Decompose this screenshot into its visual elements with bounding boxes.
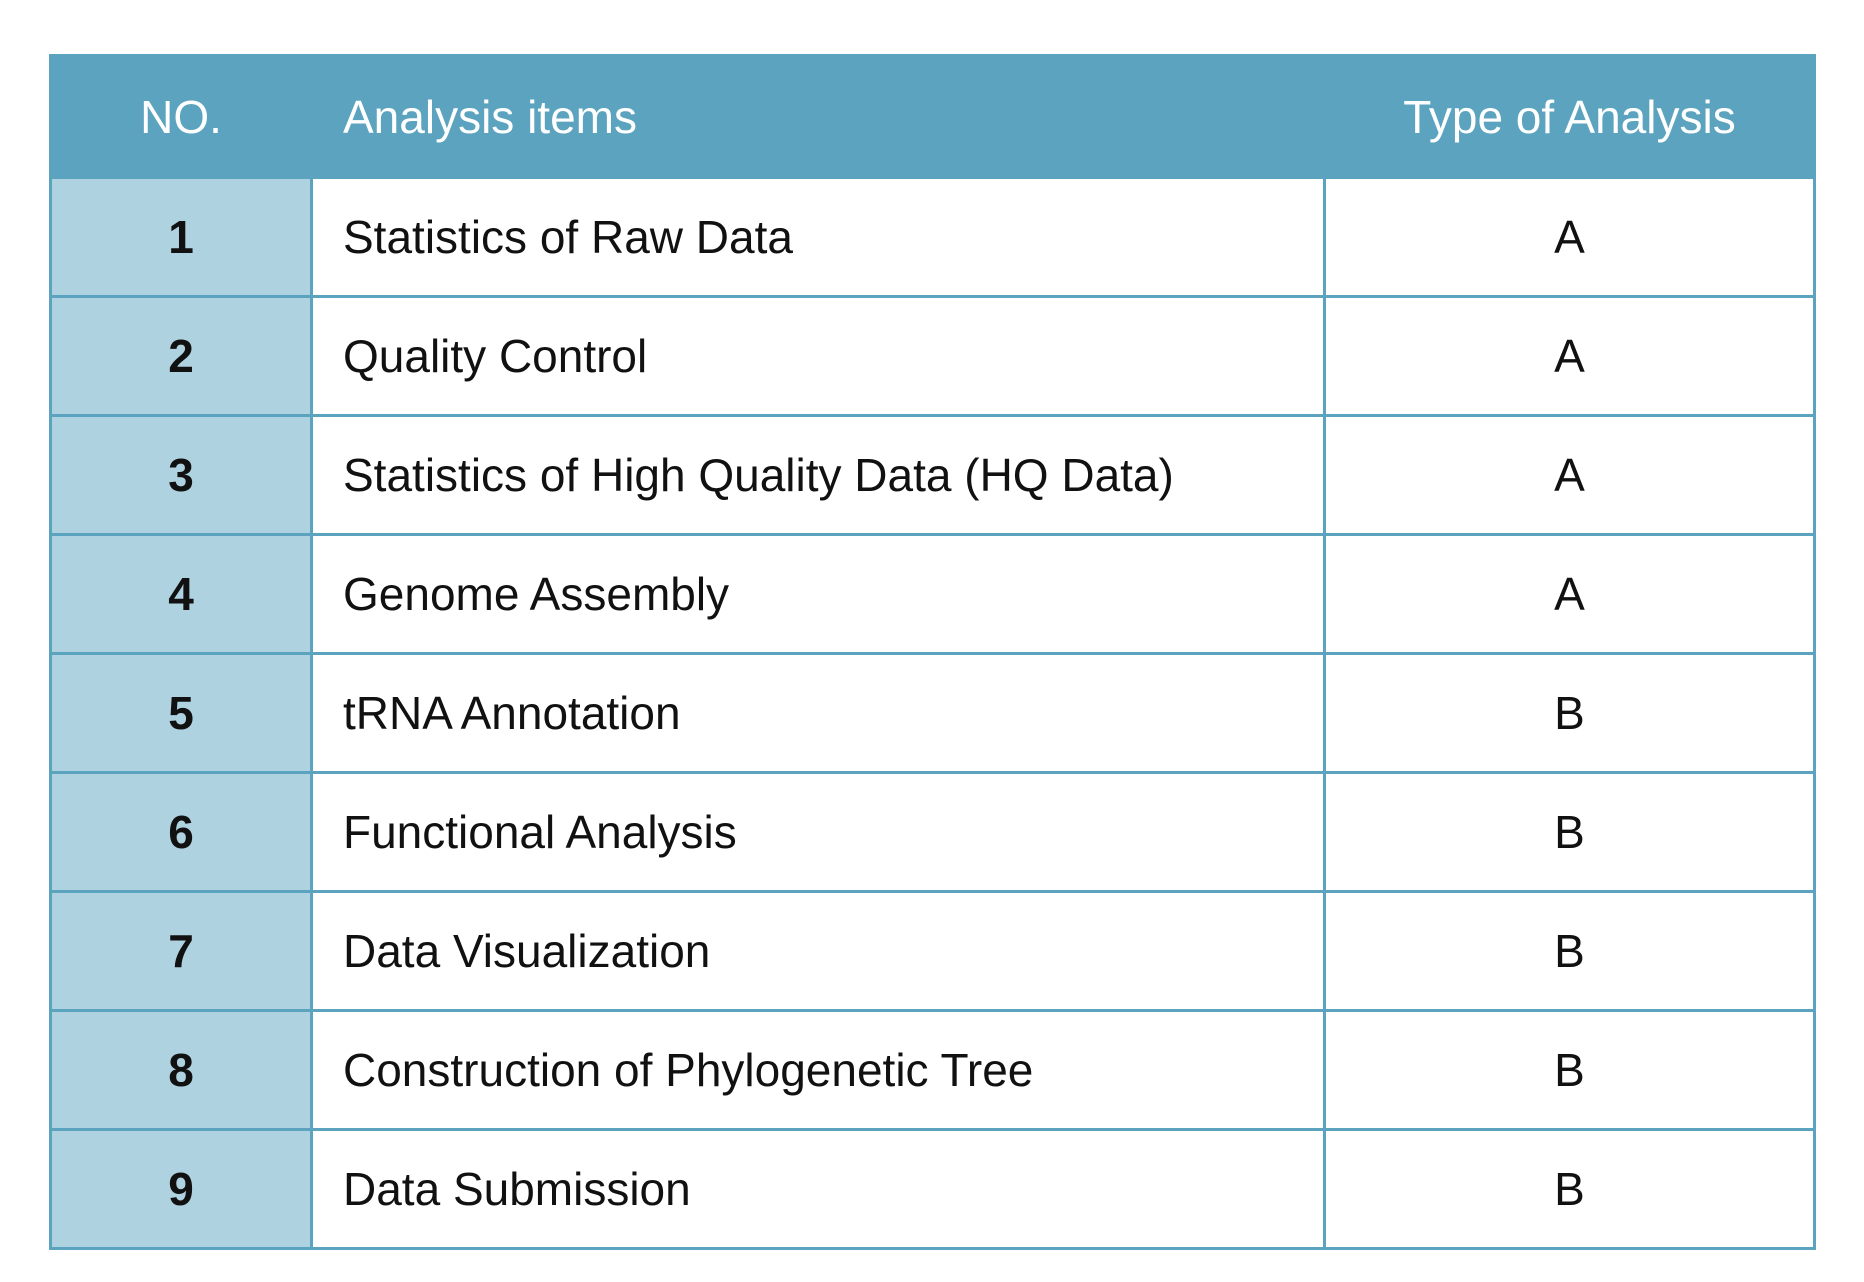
analysis-type: A [1323,295,1816,417]
analysis-type: A [1323,414,1816,536]
row-number: 2 [49,295,313,417]
table-row: 9 Data Submission B [49,1128,1816,1250]
table-body: 1 Statistics of Raw Data A 2 Quality Con… [49,176,1816,1250]
analysis-item: Genome Assembly [310,533,1326,655]
row-number: 6 [49,771,313,893]
analysis-type: A [1323,176,1816,298]
table-row: 3 Statistics of High Quality Data (HQ Da… [49,414,1816,536]
table-row: 8 Construction of Phylogenetic Tree B [49,1009,1816,1131]
analysis-item: Functional Analysis [310,771,1326,893]
table-row: 1 Statistics of Raw Data A [49,176,1816,298]
table-row: 7 Data Visualization B [49,890,1816,1012]
header-type-of-analysis: Type of Analysis [1323,54,1816,179]
row-number: 3 [49,414,313,536]
table-row: 2 Quality Control A [49,295,1816,417]
analysis-type: B [1323,1128,1816,1250]
analysis-item: Quality Control [310,295,1326,417]
row-number: 9 [49,1128,313,1250]
analysis-item: tRNA Annotation [310,652,1326,774]
row-number: 8 [49,1009,313,1131]
analysis-table-container: NO. Analysis items Type of Analysis 1 St… [49,54,1816,1250]
row-number: 7 [49,890,313,1012]
header-no: NO. [49,54,313,179]
analysis-item: Statistics of High Quality Data (HQ Data… [310,414,1326,536]
table-header: NO. Analysis items Type of Analysis [49,54,1816,179]
row-number: 4 [49,533,313,655]
analysis-type: B [1323,771,1816,893]
analysis-table: NO. Analysis items Type of Analysis 1 St… [49,54,1816,1250]
analysis-type: A [1323,533,1816,655]
analysis-item: Construction of Phylogenetic Tree [310,1009,1326,1131]
analysis-type: B [1323,1009,1816,1131]
analysis-item: Data Visualization [310,890,1326,1012]
row-number: 5 [49,652,313,774]
table-row: 4 Genome Assembly A [49,533,1816,655]
table-row: 6 Functional Analysis B [49,771,1816,893]
header-row: NO. Analysis items Type of Analysis [49,54,1816,179]
row-number: 1 [49,176,313,298]
analysis-item: Data Submission [310,1128,1326,1250]
analysis-type: B [1323,890,1816,1012]
table-row: 5 tRNA Annotation B [49,652,1816,774]
header-analysis-items: Analysis items [310,54,1326,179]
analysis-item: Statistics of Raw Data [310,176,1326,298]
analysis-type: B [1323,652,1816,774]
